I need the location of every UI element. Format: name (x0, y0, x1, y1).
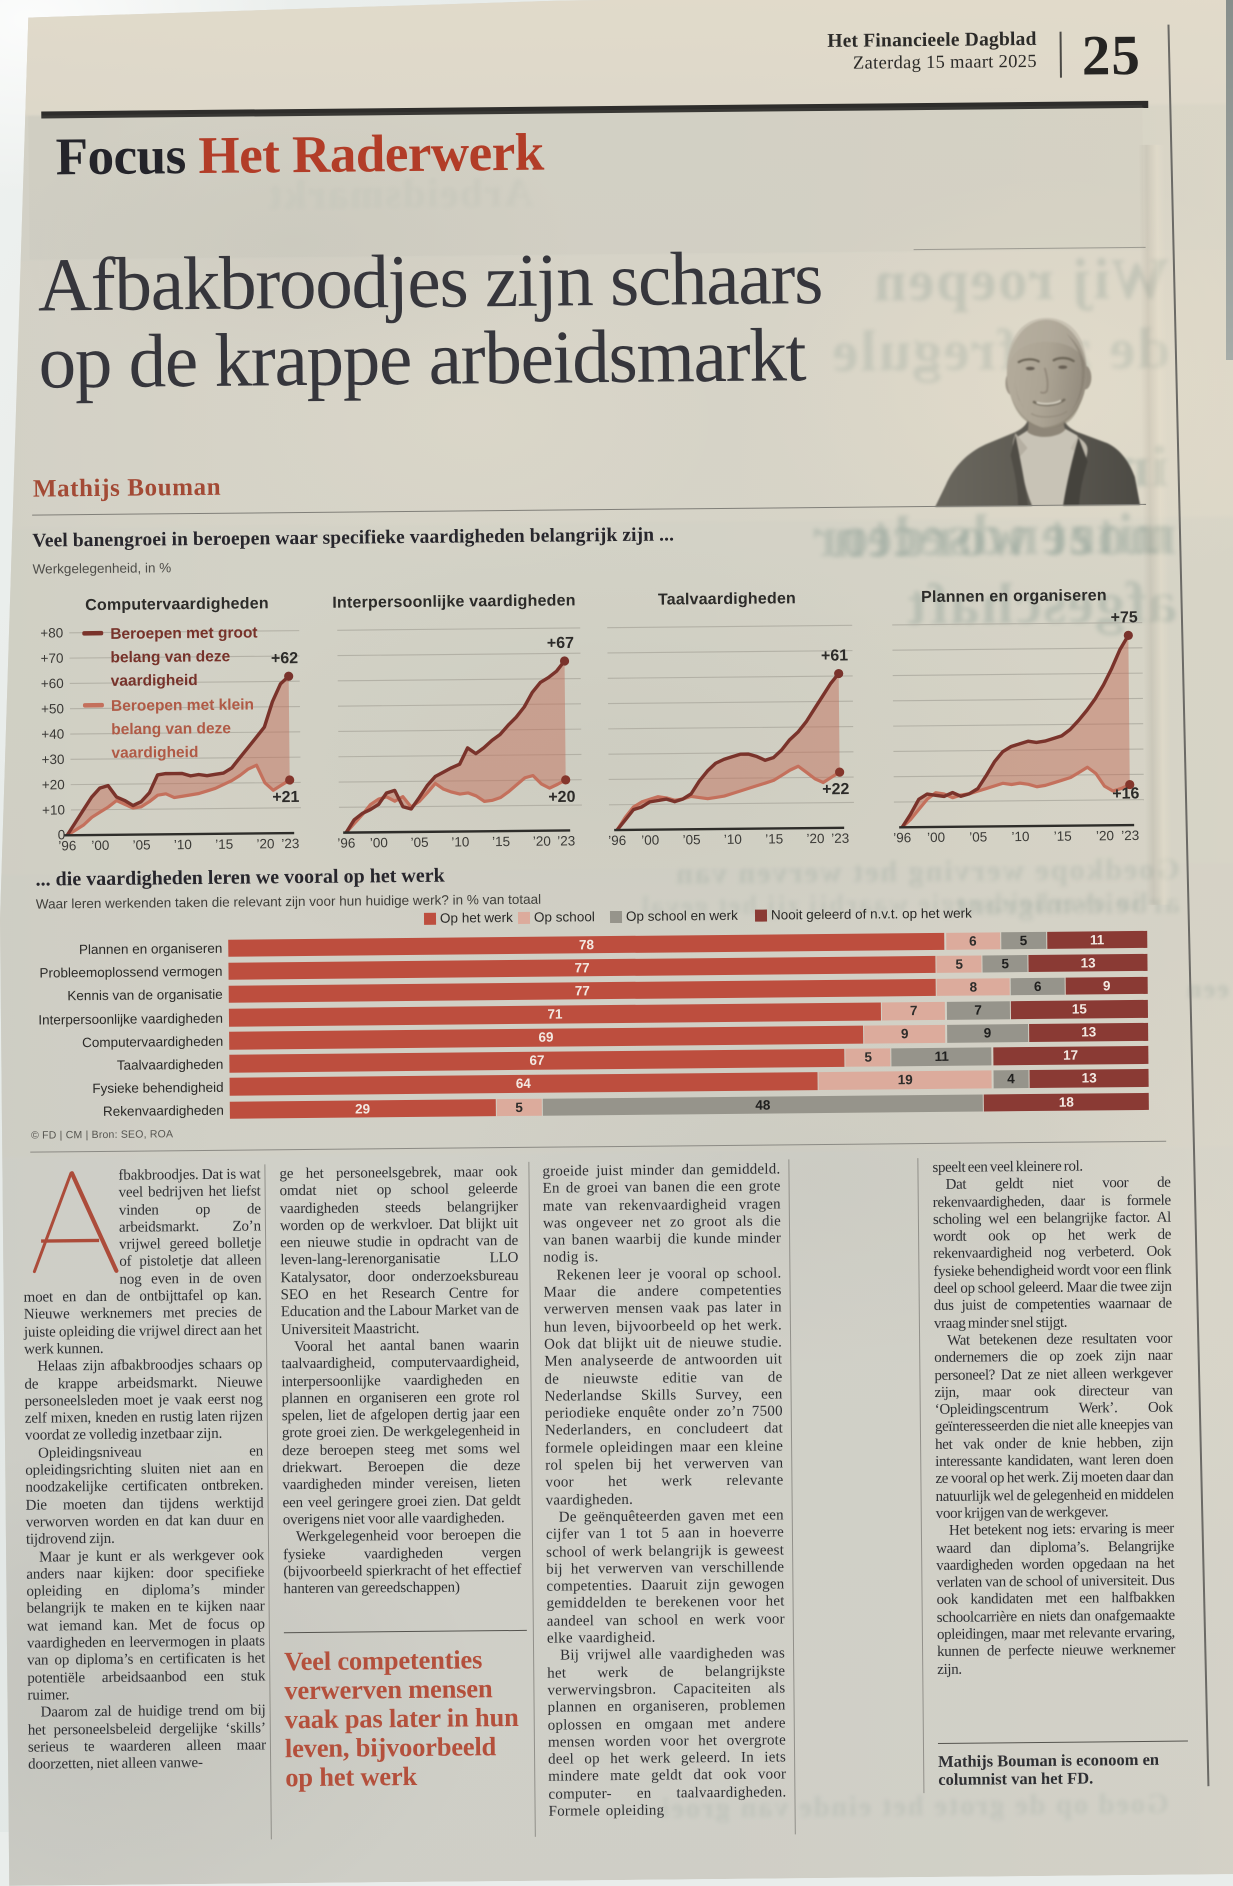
svg-text:+50: +50 (41, 701, 64, 716)
svg-text:’10: ’10 (174, 837, 192, 852)
svg-text:belang van deze: belang van deze (111, 720, 231, 738)
svg-text:Computervaardigheden: Computervaardigheden (85, 595, 269, 614)
svg-text:’96: ’96 (58, 838, 76, 853)
svg-text:Beroepen met groot: Beroepen met groot (110, 624, 257, 642)
svg-text:Taalvaardigheden: Taalvaardigheden (658, 590, 796, 608)
svg-text:+10: +10 (42, 802, 65, 817)
svg-text:Interpersoonlijke vaardigheden: Interpersoonlijke vaardigheden (332, 592, 576, 611)
svg-text:’23: ’23 (1121, 828, 1139, 843)
svg-text:+67: +67 (547, 635, 574, 652)
svg-text:’96: ’96 (893, 830, 911, 845)
svg-text:belang van deze: belang van deze (110, 648, 230, 666)
svg-text:’10: ’10 (451, 834, 469, 849)
svg-text:+61: +61 (821, 647, 848, 664)
svg-text:’00: ’00 (370, 835, 388, 850)
svg-text:’96: ’96 (337, 835, 355, 850)
svg-text:0: 0 (58, 827, 66, 842)
svg-text:+75: +75 (1111, 609, 1138, 626)
svg-text:+60: +60 (41, 676, 64, 691)
svg-text:’20: ’20 (806, 831, 824, 846)
svg-text:+62: +62 (271, 650, 298, 667)
svg-text:+16: +16 (1112, 785, 1139, 802)
svg-text:+22: +22 (822, 781, 849, 798)
svg-text:’96: ’96 (608, 833, 626, 848)
svg-text:+20: +20 (42, 777, 65, 792)
svg-text:+21: +21 (272, 789, 299, 806)
svg-text:’10: ’10 (724, 832, 742, 847)
svg-text:’10: ’10 (1011, 829, 1029, 844)
svg-text:+20: +20 (548, 789, 575, 806)
svg-text:+40: +40 (41, 727, 64, 742)
svg-text:’15: ’15 (492, 834, 510, 849)
svg-text:’15: ’15 (1054, 829, 1072, 844)
svg-text:’05: ’05 (969, 829, 987, 844)
svg-text:’15: ’15 (215, 837, 233, 852)
svg-text:’20: ’20 (256, 836, 274, 851)
svg-text:’23: ’23 (281, 836, 299, 851)
svg-text:vaardigheid: vaardigheid (111, 672, 198, 690)
svg-text:Beroepen met klein: Beroepen met klein (111, 696, 254, 714)
svg-text:+80: +80 (40, 625, 63, 640)
svg-text:’00: ’00 (927, 830, 945, 845)
svg-text:Plannen en organiseren: Plannen en organiseren (921, 587, 1107, 606)
svg-text:+70: +70 (41, 651, 64, 666)
svg-text:’15: ’15 (765, 831, 783, 846)
svg-text:’23: ’23 (831, 831, 849, 846)
svg-text:’05: ’05 (133, 837, 151, 852)
svg-text:’20: ’20 (1096, 828, 1114, 843)
svg-text:’05: ’05 (411, 835, 429, 850)
svg-text:’00: ’00 (641, 833, 659, 848)
svg-text:vaardigheid: vaardigheid (111, 744, 198, 762)
svg-text:’20: ’20 (533, 834, 551, 849)
svg-text:+30: +30 (41, 752, 64, 767)
svg-text:’05: ’05 (682, 832, 700, 847)
svg-text:’00: ’00 (91, 838, 109, 853)
svg-text:’23: ’23 (557, 833, 575, 848)
